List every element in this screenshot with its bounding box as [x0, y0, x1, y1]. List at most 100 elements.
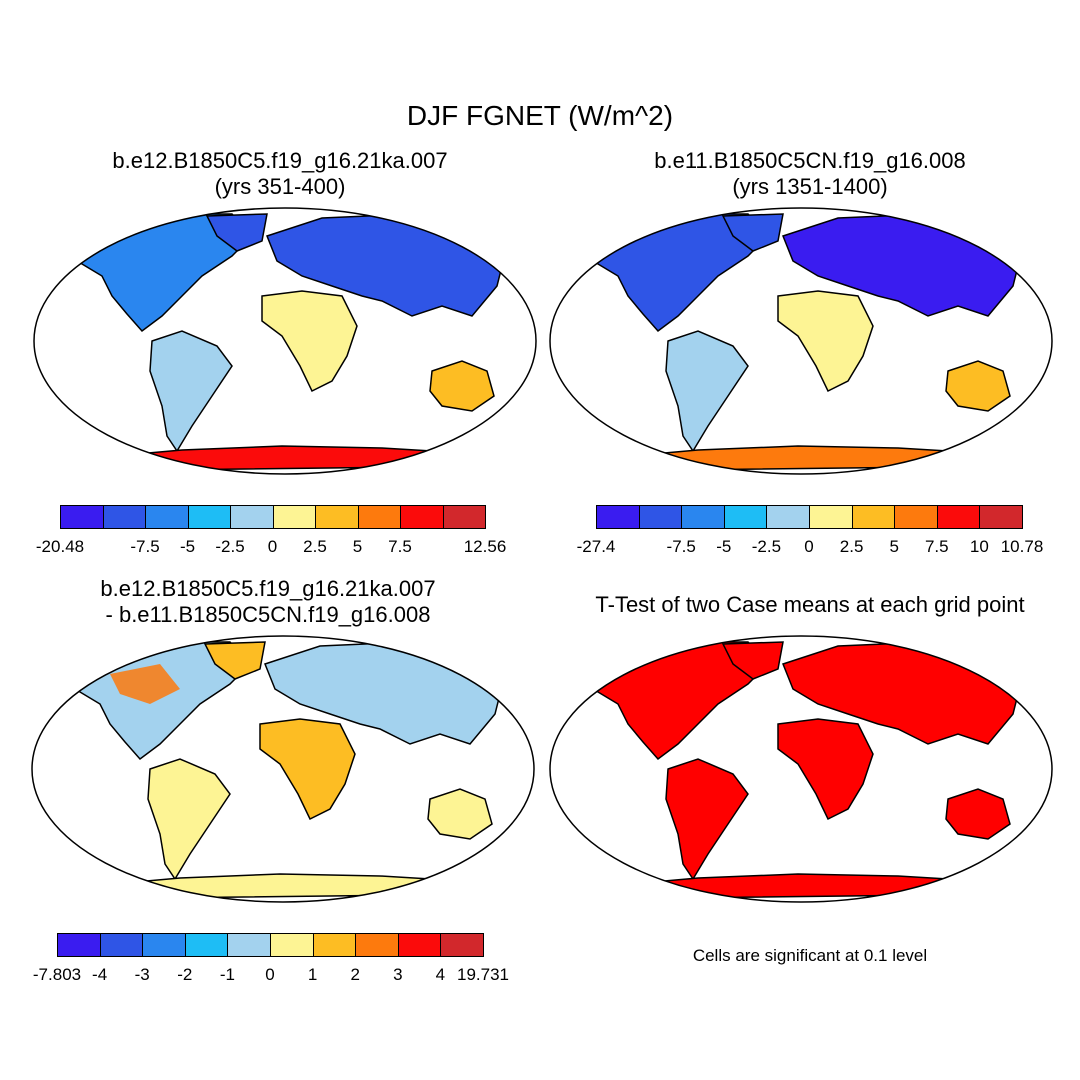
colorbar-swatch: [315, 505, 359, 529]
greenland: [721, 213, 784, 252]
colorbar-tick-label: 19.731: [457, 965, 509, 984]
colorbar-tick-label: -2: [177, 965, 193, 984]
colorbar-tick-label: 5: [352, 537, 363, 556]
colorbar-tick-label: 2.5: [303, 537, 327, 556]
panel-title-top-right: b.e11.B1850C5CN.f19_g16.008 (yrs 1351-14…: [560, 148, 1060, 200]
colorbar-swatch: [442, 505, 486, 529]
colorbar-tick-label: -5: [716, 537, 732, 556]
colorbar-tick-label: 1: [307, 965, 318, 984]
panel-title-line2: (yrs 1351-1400): [732, 174, 888, 199]
colorbar-swatch: [400, 505, 444, 529]
colorbar-swatch: [145, 505, 189, 529]
map-outline: [549, 635, 1053, 903]
colorbar-tick-label: 12.56: [463, 537, 507, 556]
colorbar-swatch: [142, 933, 186, 957]
colorbar-swatch: [99, 933, 144, 957]
map-bottom-right: [549, 635, 1053, 903]
south-america: [149, 330, 233, 453]
map-bottom-left: [31, 635, 535, 903]
south-america: [665, 330, 749, 453]
colorbar-tick-label: 0: [267, 537, 278, 556]
colorbar-swatch: [272, 505, 316, 529]
colorbar-tick-label: -1: [219, 965, 235, 984]
greenland: [203, 641, 266, 680]
map-top-right: [549, 207, 1053, 475]
colorbar-tick-label: -3: [134, 965, 150, 984]
antarctica: [69, 445, 505, 472]
colorbar-tick-label: -20.48: [35, 537, 85, 556]
colorbar-tick-label: 0: [265, 965, 275, 984]
panel-title-line1: b.e12.B1850C5.f19_g16.21ka.007: [112, 148, 448, 173]
africa: [777, 718, 874, 821]
colorbar-tick-label: 3: [393, 965, 403, 984]
map-top-left: [33, 207, 537, 475]
colorbar-tick-label: -7.5: [666, 537, 696, 556]
colorbar-swatch: [312, 933, 357, 957]
colorbar-tick-label: 4: [435, 965, 446, 984]
colorbar-tick-label: 2.5: [839, 537, 864, 556]
colorbar-top-left: -20.48 -7.5 -5 -2.5 0 2.5 5 7.5 12.56: [36, 505, 506, 565]
colorbar-tick-label: -7.5: [130, 537, 160, 556]
colorbar-swatch: [102, 505, 146, 529]
colorbar-top-right: -27.4 -7.5 -5 -2.5 0 2.5 5 7.5 10 10.78: [577, 505, 1043, 565]
colorbar-tick-label: 0: [804, 537, 814, 556]
colorbar-swatch: [227, 933, 271, 957]
colorbar-swatch: [270, 933, 314, 957]
colorbar-swatch: [397, 933, 442, 957]
colorbar-swatch: [979, 505, 1023, 529]
colorbar-tick-label: 10: [969, 537, 989, 556]
colorbar-tick-label: -7.803: [32, 965, 82, 984]
map-outline: [33, 207, 537, 475]
continents-layer: [58, 641, 506, 900]
colorbar-tick-label: 7.5: [924, 537, 949, 556]
colorbar-tick-label: -4: [92, 965, 108, 984]
colorbar-swatch: [440, 933, 484, 957]
panel-title-line1: b.e11.B1850C5CN.f19_g16.008: [654, 148, 966, 173]
colorbar-bottom-left: -7.803 -4 -3 -2 -1 0 1 2 3 4 19.731: [33, 933, 509, 993]
colorbar-swatch: [596, 505, 640, 529]
colorbar-swatch: [230, 505, 274, 529]
colorbar-swatch: [184, 933, 229, 957]
greenland: [721, 641, 784, 680]
panel-title-line1: b.e12.B1850C5.f19_g16.21ka.007: [100, 576, 436, 601]
map-outline: [549, 207, 1053, 475]
colorbar-swatch: [57, 933, 101, 957]
south-america: [147, 758, 231, 881]
significant-cells-layer: [576, 641, 1024, 900]
antarctica: [585, 873, 1021, 900]
colorbar-swatch: [681, 505, 725, 529]
australia: [429, 360, 495, 412]
colorbar-tick-label: -27.4: [576, 537, 616, 556]
significance-note: Cells are significant at 0.1 level: [692, 946, 928, 965]
greenland: [205, 213, 268, 252]
africa: [261, 290, 358, 393]
colorbar-swatch: [766, 505, 810, 529]
south-america: [665, 758, 749, 881]
panel-title-bottom-left: b.e12.B1850C5.f19_g16.21ka.007 - b.e11.B…: [18, 576, 518, 628]
colorbar-tick-label: 10.78: [1000, 537, 1044, 556]
colorbar-swatch: [357, 505, 401, 529]
africa: [259, 718, 356, 821]
colorbar-swatch: [851, 505, 896, 529]
continents-layer: [576, 213, 1024, 472]
colorbar-swatch: [355, 933, 399, 957]
colorbar-swatch: [60, 505, 104, 529]
panel-title-bottom-right: T-Test of two Case means at each grid po…: [595, 592, 1025, 617]
map-outline: [31, 635, 535, 903]
australia: [427, 788, 493, 840]
figure-title: DJF FGNET (W/m^2): [406, 100, 674, 131]
colorbar-swatch: [894, 505, 938, 529]
panel-title-line2: (yrs 351-400): [214, 174, 346, 199]
colorbar-swatch: [809, 505, 853, 529]
antarctica: [585, 445, 1021, 472]
continents-layer: [60, 213, 508, 472]
colorbar-swatch: [723, 505, 768, 529]
colorbar-swatch: [936, 505, 981, 529]
colorbar-tick-label: 2: [350, 965, 360, 984]
australia: [945, 360, 1011, 412]
colorbar-tick-label: -2.5: [751, 537, 782, 556]
north-america-anomaly: [110, 664, 180, 704]
australia: [945, 788, 1011, 840]
antarctica: [67, 873, 503, 900]
colorbar-swatch: [638, 505, 683, 529]
